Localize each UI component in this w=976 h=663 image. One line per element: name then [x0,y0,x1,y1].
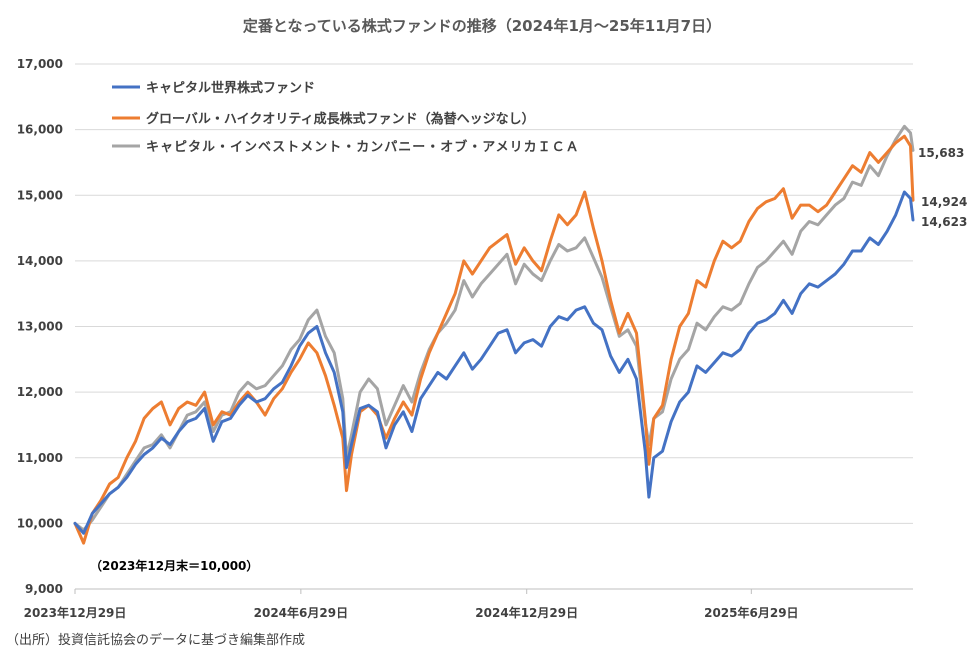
series-line-capital-world [73,190,915,535]
series-line-ica [73,124,915,532]
end-value-label-global-quality-growth: 14,924 [921,195,967,209]
y-tick-label: 16,000 [17,123,63,137]
gridlines [75,63,913,590]
y-tick-label: 12,000 [17,385,63,399]
y-tick-label: 17,000 [17,57,63,71]
y-tick-label: 9,000 [25,582,63,596]
source-note: （出所）投資信託協会のデータに基づき編集部作成 [6,632,305,648]
legend-label-global-quality-growth: グローバル・ハイクオリティ成長株式ファンド（為替ヘッジなし） [146,111,535,127]
x-tick-label: 2024年12月29日 [475,605,578,620]
legend: キャピタル世界株式ファンド グローバル・ハイクオリティ成長株式ファンド（為替ヘッ… [112,80,580,155]
legend-label-capital-world: キャピタル世界株式ファンド [146,80,315,96]
x-tick-label: 2025年6月29日 [704,605,798,620]
x-tick-label: 2024年6月29日 [254,605,348,620]
y-tick-label: 11,000 [17,451,63,465]
series-line-global-quality-growth [73,134,915,545]
y-tick-label: 10,000 [17,516,63,530]
x-axis-tick-labels: 2023年12月29日 2024年6月29日 2024年12月29日 2025年6月2… [24,589,799,620]
legend-label-ica: キャピタル・インベストメント・カンパニー・オブ・アメリカＩＣＡ [146,139,580,155]
chart-title: 定番となっている株式ファンドの推移（2024年1月～25年11月7日） [243,17,721,35]
y-axis-tick-labels: 9,000 10,000 11,000 12,000 13,000 14,000 15,00… [17,57,63,596]
end-value-label-capital-world: 14,623 [921,215,967,229]
end-value-label-ica: 15,683 [918,146,964,160]
base-value-annotation: （2023年12月末＝10,000） [90,558,258,573]
y-tick-label: 13,000 [17,320,63,334]
series-lines [73,124,915,545]
y-tick-label: 14,000 [17,254,63,268]
y-tick-label: 15,000 [17,188,63,202]
x-tick-label: 2023年12月29日 [24,605,127,620]
